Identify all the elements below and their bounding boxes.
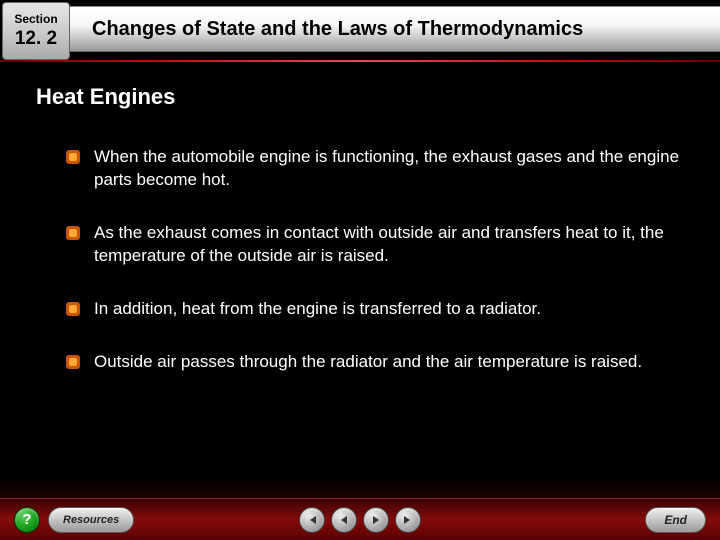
section-label: Section xyxy=(14,12,57,26)
footer-right: End xyxy=(645,507,706,533)
bullet-text: In addition, heat from the engine is tra… xyxy=(94,299,541,318)
bullet-icon xyxy=(66,226,80,240)
next-icon xyxy=(370,514,382,526)
footer-left: ? Resources xyxy=(14,507,134,533)
resources-label: Resources xyxy=(63,514,119,526)
end-button[interactable]: End xyxy=(645,507,706,533)
slide-title: Changes of State and the Laws of Thermod… xyxy=(92,18,583,41)
first-icon xyxy=(306,514,318,526)
footer-nav xyxy=(299,507,421,533)
list-item: As the exhaust comes in contact with out… xyxy=(66,222,684,268)
list-item: In addition, heat from the engine is tra… xyxy=(66,298,684,321)
bullet-icon xyxy=(66,150,80,164)
resources-button[interactable]: Resources xyxy=(48,507,134,533)
bullet-icon xyxy=(66,302,80,316)
list-item: Outside air passes through the radiator … xyxy=(66,351,684,374)
bullet-list: When the automobile engine is functionin… xyxy=(36,146,684,374)
title-band: Changes of State and the Laws of Thermod… xyxy=(64,6,720,52)
slide-subtitle: Heat Engines xyxy=(36,84,684,110)
prev-button[interactable] xyxy=(331,507,357,533)
first-button[interactable] xyxy=(299,507,325,533)
next-button[interactable] xyxy=(363,507,389,533)
bullet-text: Outside air passes through the radiator … xyxy=(94,352,642,371)
slide-footer: ? Resources End xyxy=(0,498,720,540)
help-button[interactable]: ? xyxy=(14,507,40,533)
bullet-text: When the automobile engine is functionin… xyxy=(94,147,679,189)
section-number: 12. 2 xyxy=(15,28,57,50)
list-item: When the automobile engine is functionin… xyxy=(66,146,684,192)
bullet-icon xyxy=(66,355,80,369)
section-badge: Section 12. 2 xyxy=(2,2,70,60)
prev-icon xyxy=(338,514,350,526)
slide-content: Heat Engines When the automobile engine … xyxy=(0,62,720,374)
slide-header: Section 12. 2 Changes of State and the L… xyxy=(0,0,720,58)
end-label: End xyxy=(664,513,687,527)
bullet-text: As the exhaust comes in contact with out… xyxy=(94,223,664,265)
last-button[interactable] xyxy=(395,507,421,533)
slide: Section 12. 2 Changes of State and the L… xyxy=(0,0,720,540)
help-icon: ? xyxy=(22,511,31,528)
last-icon xyxy=(402,514,414,526)
